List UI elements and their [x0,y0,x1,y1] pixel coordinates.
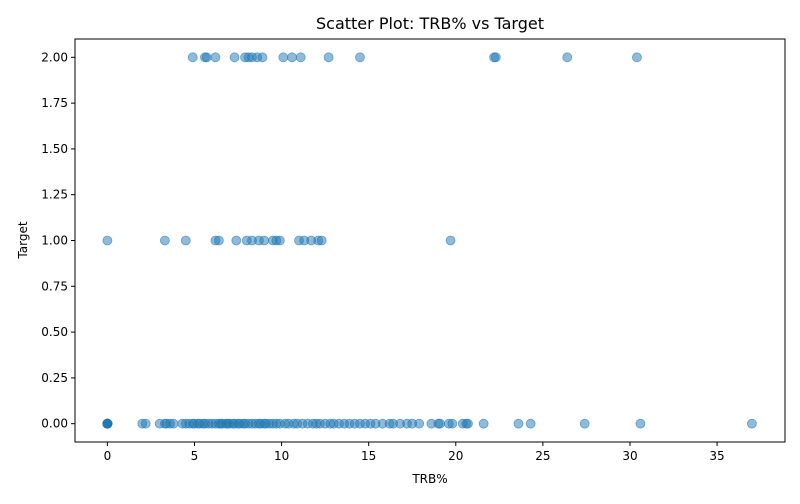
x-axis-label: TRB% [411,472,447,486]
y-tick-label: 0.75 [41,279,68,293]
y-axis: 0.00 0.25 0.50 0.75 1.00 1.25 1.50 1.75 2.00 [41,50,75,431]
data-point [447,418,458,429]
data-point [287,52,297,63]
data-point [201,52,212,63]
data-point [355,52,365,63]
data-point [180,235,191,246]
y-tick-label: 0.50 [41,325,68,339]
chart-title: Scatter Plot: TRB% vs Target [316,14,544,33]
y-axis-label: Target [16,221,30,259]
x-tick-label: 5 [191,449,199,463]
x-tick-label: 30 [622,449,637,463]
x-tick-label: 35 [709,449,724,463]
data-point [463,418,473,429]
x-tick-label: 20 [448,449,463,463]
data-point [513,418,524,429]
x-tick-label: 15 [361,449,376,463]
data-point [635,418,646,429]
data-point [323,52,334,63]
data-point [632,52,642,63]
data-point [445,235,456,246]
data-point [210,52,221,63]
x-axis: 0 5 10 15 20 25 30 35 [104,442,725,463]
data-point [168,418,179,429]
y-tick-label: 0.00 [41,417,68,431]
data-point [435,418,446,429]
y-tick-label: 1.75 [41,96,68,110]
data-point [525,418,536,429]
y-tick-label: 1.25 [41,188,68,202]
data-point [316,235,327,246]
data-point [747,418,757,429]
x-tick-label: 25 [535,449,550,463]
data-point [490,52,501,63]
data-point [278,52,289,63]
data-point [579,418,590,429]
data-point [102,235,113,246]
data-point [231,235,242,246]
x-tick-label: 10 [274,449,289,463]
data-point [187,52,198,63]
y-tick-label: 2.00 [41,50,68,64]
data-point [102,418,113,429]
y-tick-label: 1.00 [41,234,68,248]
data-point [414,418,425,429]
y-tick-label: 0.25 [41,371,68,385]
y-tick-label: 1.50 [41,142,68,156]
data-point [159,235,170,246]
points-layer [102,52,757,429]
x-tick-label: 0 [104,449,112,463]
data-point [274,235,285,246]
data-point [213,235,224,246]
data-point [229,52,240,63]
data-point [295,52,306,63]
data-point [140,418,151,429]
data-point [478,418,489,429]
data-point [259,235,270,246]
data-point [562,52,573,63]
data-point [257,52,268,63]
